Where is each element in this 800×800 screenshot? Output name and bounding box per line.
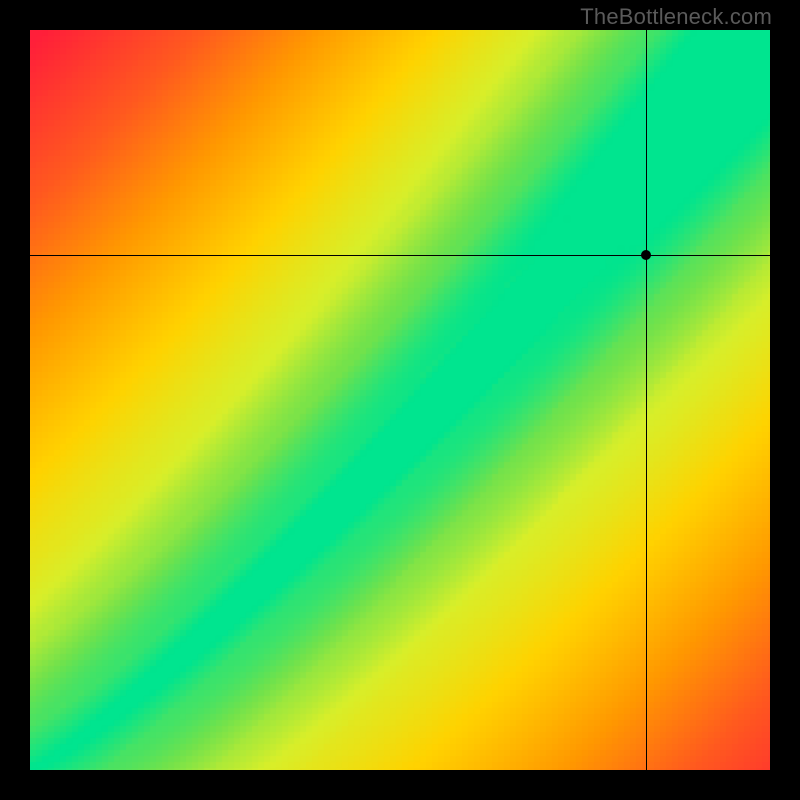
- heatmap-canvas: [30, 30, 770, 770]
- crosshair-vertical: [646, 30, 647, 770]
- watermark-text: TheBottleneck.com: [580, 4, 772, 30]
- crosshair-horizontal: [30, 255, 770, 256]
- plot-area: [30, 30, 770, 770]
- intersection-marker: [641, 250, 651, 260]
